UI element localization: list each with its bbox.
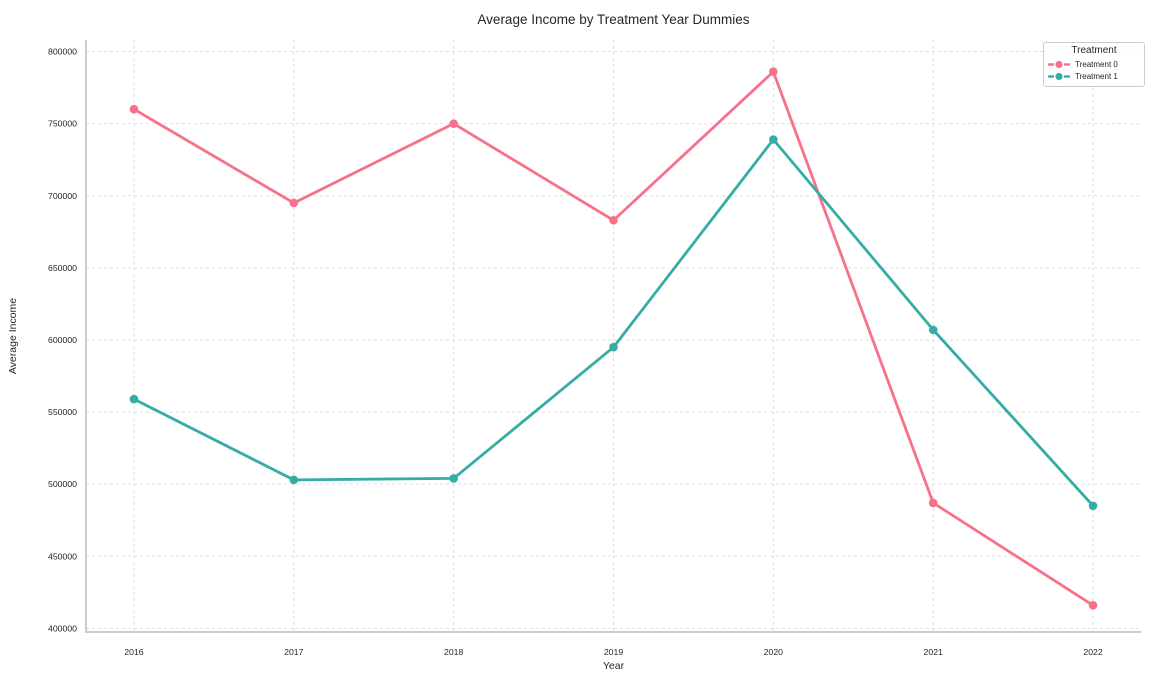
data-point-marker: [769, 67, 778, 77]
data-point-marker: [129, 104, 139, 114]
data-point-marker: [609, 215, 618, 225]
legend-label: Treatment 1: [1075, 71, 1118, 81]
legend: Treatment Treatment 0 Treatment 1: [1043, 42, 1145, 87]
data-point-marker: [289, 198, 299, 208]
data-point-marker: [289, 475, 299, 485]
data-point-marker: [1088, 601, 1098, 610]
data-point-marker: [1088, 501, 1098, 511]
data-point-marker: [129, 394, 139, 404]
y-axis-label: Average Income: [7, 297, 19, 375]
data-point-marker: [449, 119, 458, 128]
y-tick-label: 600000: [48, 335, 77, 345]
y-tick-label: 450000: [48, 551, 77, 561]
legend-title: Treatment: [1071, 45, 1117, 56]
legend-marker-icon: [1048, 72, 1070, 80]
data-point-marker: [449, 474, 458, 483]
y-tick-label: 400000: [48, 623, 77, 633]
data-point-marker: [928, 498, 938, 508]
legend-item: Treatment 0: [1048, 58, 1140, 70]
data-point-marker: [928, 325, 938, 335]
x-tick-label: 2019: [604, 647, 623, 657]
chart-title: Average Income by Treatment Year Dummies: [477, 12, 750, 27]
legend-item: Treatment 1: [1048, 70, 1140, 82]
x-tick-label: 2018: [444, 647, 463, 657]
x-tick-label: 2016: [124, 647, 143, 657]
x-axis-label: Year: [602, 660, 625, 672]
x-tick-label: 2021: [924, 647, 943, 657]
legend-label: Treatment 0: [1075, 59, 1118, 69]
x-tick-label: 2017: [284, 647, 303, 657]
y-tick-label: 750000: [48, 119, 77, 129]
legend-items: Treatment 0 Treatment 1: [1048, 58, 1140, 82]
y-tick-label: 500000: [48, 479, 77, 489]
x-tick-label: 2022: [1083, 647, 1102, 657]
y-tick-label: 800000: [48, 47, 77, 57]
x-tick-label: 2020: [764, 647, 783, 657]
legend-marker-icon: [1048, 60, 1070, 68]
y-tick-label: 550000: [48, 407, 77, 417]
series-line-treatment-0: [132, 70, 1095, 607]
data-point-marker: [609, 342, 618, 352]
y-tick-label: 650000: [48, 263, 77, 273]
y-tick-label: 700000: [48, 191, 77, 201]
data-point-marker: [769, 135, 778, 144]
